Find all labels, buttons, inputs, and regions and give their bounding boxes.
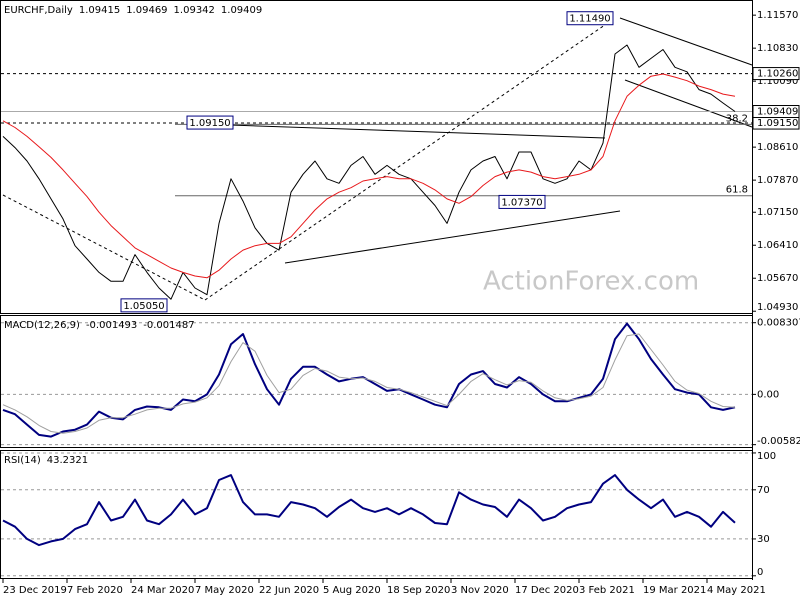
x-tick-label: 23 Dec 2019 (3, 585, 67, 596)
trend-line (2, 194, 206, 301)
panel-reading: 1.09415 (79, 5, 120, 16)
signal-line (2, 333, 736, 434)
x-tick-label: 17 Dec 2020 (515, 585, 579, 596)
x-tick-label: 5 Aug 2020 (323, 585, 381, 596)
level-label: 1.10260 (757, 69, 798, 80)
x-tick-label: 18 Sep 2020 (387, 585, 450, 596)
x-tick-label: 7 May 2020 (195, 585, 254, 596)
price-annotation: 1.07370 (501, 197, 542, 208)
panel-title-name: EURCHF,Daily (4, 5, 73, 16)
moving-average (2, 73, 736, 279)
y-tick-label: 0 (757, 567, 763, 578)
y-tick-label: 1.07870 (757, 175, 798, 186)
y-tick-label: 30 (757, 534, 770, 545)
x-tick-label: 22 Jun 2020 (259, 585, 319, 596)
trend-line (204, 17, 616, 301)
price-annotation-box (498, 194, 546, 209)
x-tick-label: 3 Feb 2021 (579, 585, 635, 596)
y-tick-label: 100 (757, 451, 776, 462)
trend-lines (2, 17, 753, 301)
y-tick-label: 1.10090 (757, 76, 798, 87)
trend-line (284, 210, 621, 264)
y-tick-label: 1.10830 (757, 43, 798, 54)
panel-title-name: MACD(12,26,9) (4, 320, 80, 331)
fib-label: 38.2 (726, 113, 748, 124)
panel-reading: 1.09469 (126, 5, 167, 16)
x-tick-label: 19 Mar 2021 (643, 585, 706, 596)
channel-line (619, 17, 753, 66)
price-annotation-box (566, 11, 614, 26)
price-line (2, 44, 736, 300)
panel-reading: -0.001487 (143, 320, 194, 331)
y-tick-label: 1.07150 (757, 207, 798, 218)
current-price-label: 1.09409 (757, 107, 798, 118)
y-tick-label: 1.06410 (757, 240, 798, 251)
panel-title: MACD(12,26,9) -0.001493 -0.001487 (4, 320, 195, 331)
watermark: ActionForex.com (483, 267, 699, 297)
x-tick-label: 7 Feb 2020 (67, 585, 123, 596)
y-tick-label: 1.11570 (757, 10, 798, 21)
panel-title: EURCHF,Daily 1.09415 1.09469 1.09342 1.09409 (4, 5, 262, 16)
y-tick-label: 0.008307 (757, 318, 800, 329)
x-tick-label: 3 Nov 2020 (451, 585, 509, 596)
y-tick-label: 1.08610 (757, 142, 798, 153)
price-annotation: 1.09150 (189, 118, 230, 129)
panel-reading: 1.09409 (221, 5, 262, 16)
panel-reading: 43.2321 (47, 455, 88, 466)
panel-title-name: RSI(14) (4, 455, 41, 466)
panel-reading: 1.09342 (174, 5, 215, 16)
y-tick-label: 1.04930 (757, 302, 798, 313)
y-tick-label: 70 (757, 485, 770, 496)
price-annotation-box (120, 298, 168, 313)
price-annotation: 1.11490 (569, 14, 610, 25)
indicator-line (2, 322, 736, 438)
indicator-line (2, 474, 736, 547)
channel-line (624, 79, 753, 128)
fib-label: 61.8 (726, 185, 748, 196)
trend-line (229, 124, 606, 139)
y-tick-label: 1.05670 (757, 273, 798, 284)
x-tick-label: 4 May 2021 (707, 585, 766, 596)
panel-reading: -0.001493 (86, 320, 137, 331)
y-tick-label: -0.005828 (757, 436, 800, 447)
price-annotation: 1.05050 (123, 301, 164, 312)
panel-title: RSI(14) 43.2321 (4, 455, 88, 466)
level-label: 1.09150 (757, 118, 798, 129)
price-annotation-box (186, 115, 234, 130)
y-tick-label: 0.00 (757, 389, 779, 400)
x-tick-label: 24 Mar 2020 (131, 585, 194, 596)
